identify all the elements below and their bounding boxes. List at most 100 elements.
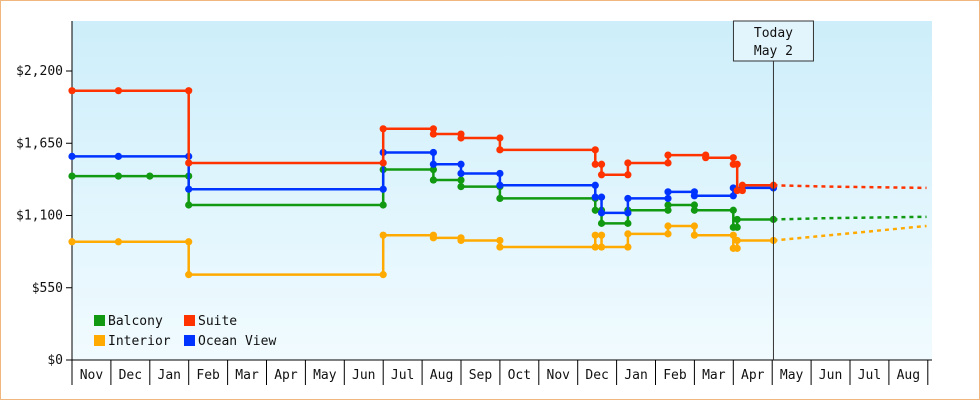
- balcony-data-point: [733, 215, 741, 224]
- y-tick-label: $0: [47, 353, 63, 368]
- interior-data-point: [496, 236, 504, 245]
- y-tick-label: $1,650: [16, 136, 63, 151]
- suite-data-point: [733, 186, 741, 195]
- x-tick-label: Nov: [547, 368, 571, 383]
- interior-data-point: [690, 231, 699, 239]
- suite-data-point: [729, 154, 737, 162]
- balcony-data-point: [664, 201, 672, 209]
- suite-data-point: [664, 151, 672, 159]
- interior-data-point: [729, 231, 737, 239]
- interior-data-point: [68, 238, 76, 246]
- balcony-forecast-line: [773, 215, 927, 221]
- x-tick-label: Mar: [235, 368, 259, 383]
- interior-data-point: [379, 231, 387, 239]
- legend-label-interior: Interior: [108, 334, 171, 349]
- plot-background: [72, 21, 932, 360]
- axes: $0 $550 $1,100 $1,650 $2,200 Nov Dec Jan Feb Mar A…: [16, 21, 932, 385]
- interior-data-point: [185, 238, 193, 246]
- ocean-view-data-point: [114, 152, 123, 160]
- suite-data-point: [379, 125, 387, 133]
- x-tick-label: Aug: [430, 368, 453, 383]
- balcony-data-point: [733, 223, 741, 231]
- x-tick-label: Mar: [702, 368, 726, 383]
- interior-data-point: [733, 236, 741, 245]
- balcony-data-point: [690, 201, 699, 209]
- balcony-data-point: [664, 206, 672, 214]
- x-tick-label: May: [780, 368, 804, 383]
- interior-data-point: [597, 243, 606, 251]
- balcony-data-point: [597, 219, 606, 227]
- interior-data-point: [664, 222, 672, 230]
- ocean-view-data-point: [624, 194, 632, 203]
- balcony-data-point: [690, 206, 699, 214]
- legend-swatch-balcony: [94, 315, 105, 326]
- ocean-view-data-point: [457, 160, 465, 168]
- x-tick-label: Nov: [80, 368, 104, 383]
- ocean-view-data-point: [496, 169, 504, 178]
- balcony-data-point: [729, 206, 737, 214]
- interior-data-point: [690, 222, 699, 230]
- x-tick-label: Oct: [508, 368, 531, 383]
- x-tick-label: Jan: [158, 368, 181, 383]
- interior-data-point: [496, 243, 504, 251]
- today-label: Today: [754, 26, 793, 41]
- balcony-data-point: [114, 172, 123, 180]
- legend-swatch-suite: [184, 315, 195, 326]
- ocean-view-data-point: [591, 193, 599, 201]
- suite-data-point: [457, 134, 465, 142]
- suite-data-point: [496, 134, 504, 142]
- balcony-data-point: [379, 201, 387, 209]
- ocean-view-data-point: [597, 193, 606, 201]
- interior-data-point: [591, 231, 599, 239]
- balcony-data-point: [457, 176, 465, 184]
- balcony-data-point: [429, 176, 437, 184]
- y-tick-label: $1,100: [16, 209, 63, 224]
- suite-data-point: [379, 159, 387, 167]
- x-tick-label: Dec: [585, 368, 608, 383]
- ocean-view-data-point: [624, 209, 632, 217]
- suite-data-point: [702, 154, 710, 162]
- x-tick-label: Feb: [663, 368, 687, 383]
- ocean-view-data-point: [429, 160, 437, 168]
- ocean-view-data-point: [597, 209, 606, 217]
- interior-data-point: [457, 236, 465, 245]
- x-tick-label: Jun: [352, 368, 375, 383]
- suite-data-point: [591, 146, 599, 154]
- x-tick-label: Aug: [897, 368, 920, 383]
- x-tick-label: Jan: [624, 368, 647, 383]
- ocean-view-data-point: [729, 192, 737, 200]
- x-tick-label: May: [313, 368, 337, 383]
- suite-data-point: [597, 160, 606, 168]
- suite-data-point: [185, 87, 193, 95]
- legend: Balcony Suite Interior Ocean View: [94, 314, 276, 349]
- interior-data-point: [733, 244, 741, 252]
- x-tick-label: Apr: [274, 368, 298, 383]
- balcony-data-point: [185, 201, 193, 209]
- x-tick-label: Jul: [391, 368, 414, 383]
- interior-data-point: [379, 271, 387, 279]
- legend-label-suite: Suite: [198, 314, 237, 329]
- x-tick-label: Dec: [119, 368, 142, 383]
- interior-data-point: [624, 243, 632, 251]
- x-tick-label: Jun: [819, 368, 842, 383]
- interior-data-point: [624, 230, 632, 238]
- ocean-view-data-point: [664, 188, 672, 196]
- today-marker: Today May 2: [732, 20, 814, 360]
- balcony-series-line: [72, 168, 774, 229]
- legend-label-ocean-view: Ocean View: [198, 334, 276, 349]
- interior-data-point: [591, 243, 599, 251]
- ocean-view-data-point: [68, 152, 76, 160]
- ocean-view-data-point: [690, 192, 699, 200]
- suite-data-point: [429, 125, 437, 133]
- suite-data-point: [429, 130, 437, 138]
- x-tick-label: Sep: [469, 368, 493, 383]
- suite-data-point: [664, 159, 672, 167]
- today-box: [732, 20, 814, 62]
- balcony-data-point: [591, 206, 599, 214]
- y-tick-label: $550: [32, 281, 63, 296]
- ocean-view-data-point: [429, 148, 437, 157]
- suite-data-point: [733, 160, 741, 168]
- interior-data-point: [597, 231, 606, 239]
